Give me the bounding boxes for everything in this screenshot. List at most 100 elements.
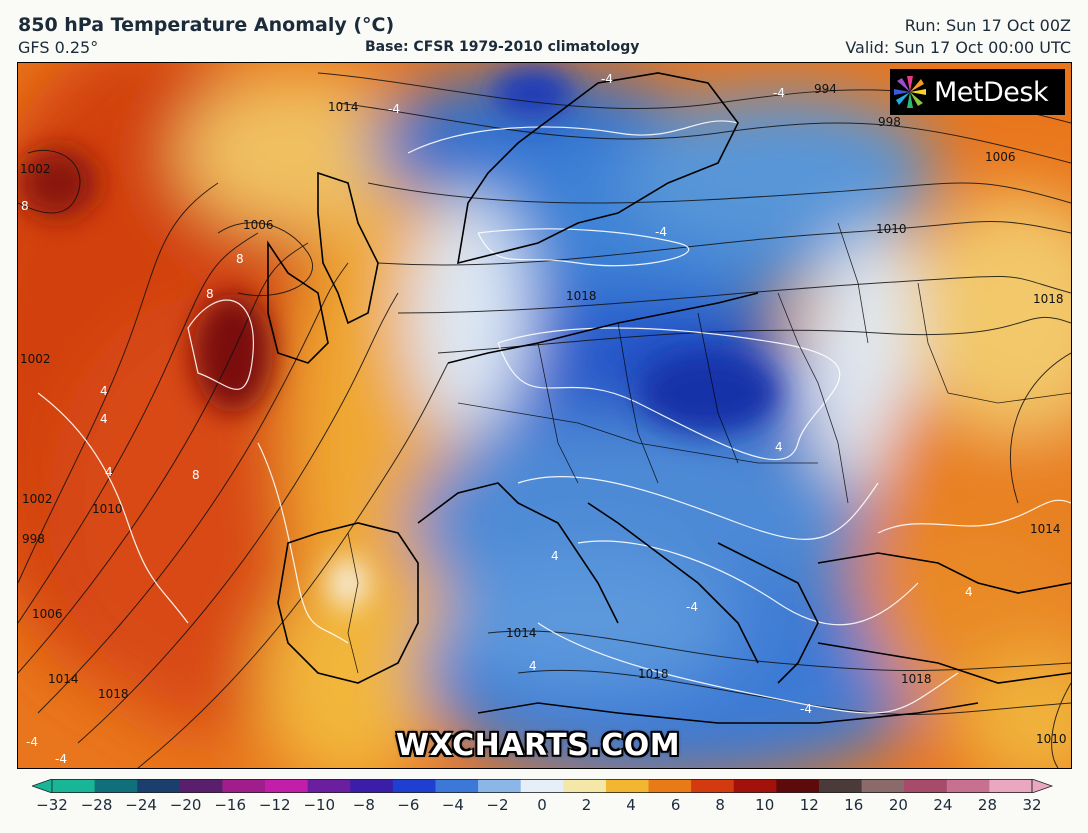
colorbar-tick-label: 0 — [537, 796, 547, 814]
isobar-label: 1018 — [901, 672, 932, 686]
colorbar-segment — [392, 779, 436, 793]
metdesk-logo-text: MetDesk — [934, 76, 1049, 108]
isobar-label: 1018 — [566, 289, 597, 303]
colorbar-tick-label: −28 — [80, 796, 113, 814]
colorbar-tick-label: −32 — [36, 796, 68, 814]
isobar-label: 1006 — [243, 218, 274, 232]
colorbar-segment — [648, 779, 692, 793]
colorbar-tick-label: −16 — [214, 796, 246, 814]
colorbar-tick-label: 16 — [844, 796, 864, 814]
colorbar-tick-label: −8 — [352, 796, 375, 814]
anomaly-label: -4 — [55, 752, 67, 766]
run-time-label: Run: Sun 17 Oct 00Z — [904, 16, 1071, 35]
colorbar-segment — [989, 779, 1033, 793]
isobar-label: 998 — [22, 532, 45, 546]
colorbar-segment — [776, 779, 820, 793]
colorbar-segment — [52, 779, 96, 793]
colorbar-tick-label: 6 — [670, 796, 681, 814]
isobar-label: 1014 — [48, 672, 79, 686]
valid-time-label: Valid: Sun 17 Oct 00:00 UTC — [845, 38, 1071, 57]
anomaly-label: -4 — [800, 702, 812, 716]
anomaly-label: 4 — [529, 659, 537, 673]
colorbar-tick-label: 24 — [933, 796, 953, 814]
anomaly-label: -4 — [26, 735, 38, 749]
colorbar-segment — [605, 779, 650, 793]
country-borders — [347, 222, 1071, 674]
anomaly-label: -4 — [686, 600, 698, 614]
colorbar-segment — [265, 779, 309, 793]
colorbar-tick-label: −4 — [441, 796, 464, 814]
colorbar-segment — [222, 779, 266, 793]
chart-title: 850 hPa Temperature Anomaly (°C) — [18, 14, 395, 36]
isobar-label: 1002 — [20, 162, 51, 176]
colorbar-segment — [733, 779, 777, 793]
colorbar-tick-label: 20 — [888, 796, 908, 814]
colorbar-tick-label: 12 — [799, 796, 819, 814]
colorbar-tick-label: 4 — [626, 796, 636, 814]
isobar-label: 1002 — [20, 352, 51, 366]
isobar-label: 1010 — [92, 502, 123, 516]
isobar-label: 1010 — [1036, 732, 1067, 746]
isobar-label: 1014 — [328, 100, 359, 114]
anomaly-map: 1014 994 998 1006 1010 1018 1002 1006 10… — [17, 62, 1072, 769]
anomaly-label: 8 — [192, 468, 200, 482]
colorbar-segment — [350, 779, 394, 793]
colorbar-segment — [307, 779, 351, 793]
isobar-label: 1014 — [1030, 522, 1061, 536]
colorbar-min-arrow — [32, 779, 53, 793]
colorbar-ticks: −32 −28 −24 −20 −16 −12 −10 −8 −6 −4 −2 0 2 4 6 8 10 12 16… — [32, 796, 1052, 820]
colorbar-tick-label: −24 — [125, 796, 157, 814]
climatology-base-label: Base: CFSR 1979-2010 climatology — [365, 39, 640, 55]
colorbar-segment — [435, 779, 479, 793]
colorbar-tick-label: 2 — [581, 796, 592, 814]
colorbar-max-arrow — [1031, 779, 1054, 793]
wxcharts-watermark: WXCHARTS.COM — [396, 728, 681, 763]
model-label: GFS 0.25° — [18, 38, 99, 57]
isobar-labels: 1014 994 998 1006 1010 1018 1002 1006 10… — [20, 82, 1067, 746]
anomaly-label: 4 — [775, 440, 783, 454]
colorbar-segment — [179, 779, 223, 793]
anomaly-label: -4 — [655, 225, 667, 239]
anomaly-labels: -4 -4 -4 -4 -4 -4 8 8 8 8 4 4 4 4 4 4 4 … — [21, 72, 973, 766]
isobar-label: 1018 — [638, 667, 669, 681]
colorbar-segment — [94, 779, 138, 793]
anomaly-label: 8 — [206, 287, 214, 301]
colorbar-tick-label: 10 — [755, 796, 775, 814]
colorbar-segment — [520, 779, 564, 793]
anomaly-label: 4 — [100, 412, 108, 426]
colorbar-segment — [904, 779, 948, 793]
colorbar-tick-label: −12 — [258, 796, 291, 814]
isobar-label: 994 — [814, 82, 837, 96]
colorbar-segment — [946, 779, 990, 793]
isobar-label: 1006 — [985, 150, 1016, 164]
anomaly-label: 8 — [21, 199, 29, 213]
anomaly-label: 4 — [105, 465, 113, 479]
colorbar-tick-label: −10 — [303, 796, 336, 814]
isobar-label: 1010 — [876, 222, 907, 236]
colorbar-segment — [137, 779, 181, 793]
colorbar-segment — [478, 779, 522, 793]
coastlines — [267, 72, 1071, 724]
colorbar-tick-label: −2 — [486, 796, 509, 814]
metdesk-pinwheel-icon — [894, 76, 926, 108]
anomaly-label: -4 — [601, 72, 613, 86]
anomaly-label: 4 — [551, 549, 559, 563]
colorbar-tick-label: 8 — [715, 796, 725, 814]
colorbar-tick-label: −20 — [169, 796, 202, 814]
temperature-field — [18, 63, 1071, 768]
isobar-label: 998 — [878, 115, 901, 129]
anomaly-label: -4 — [773, 86, 785, 100]
colorbar-tick-label: 32 — [1022, 796, 1042, 814]
anomaly-label: 4 — [100, 384, 108, 398]
colorbar-segment — [691, 779, 735, 793]
anomaly-label: 4 — [965, 585, 973, 599]
colorbar — [32, 779, 1054, 793]
metdesk-logo: MetDesk — [890, 69, 1065, 115]
colorbar-segment — [818, 779, 863, 793]
colorbar-tick-label: 28 — [977, 796, 997, 814]
colorbar-segment — [861, 779, 905, 793]
anomaly-label: 8 — [236, 252, 244, 266]
anomaly-label: -4 — [388, 102, 400, 116]
isobar-label: 1006 — [32, 607, 63, 621]
isobar-label: 1002 — [22, 492, 53, 506]
